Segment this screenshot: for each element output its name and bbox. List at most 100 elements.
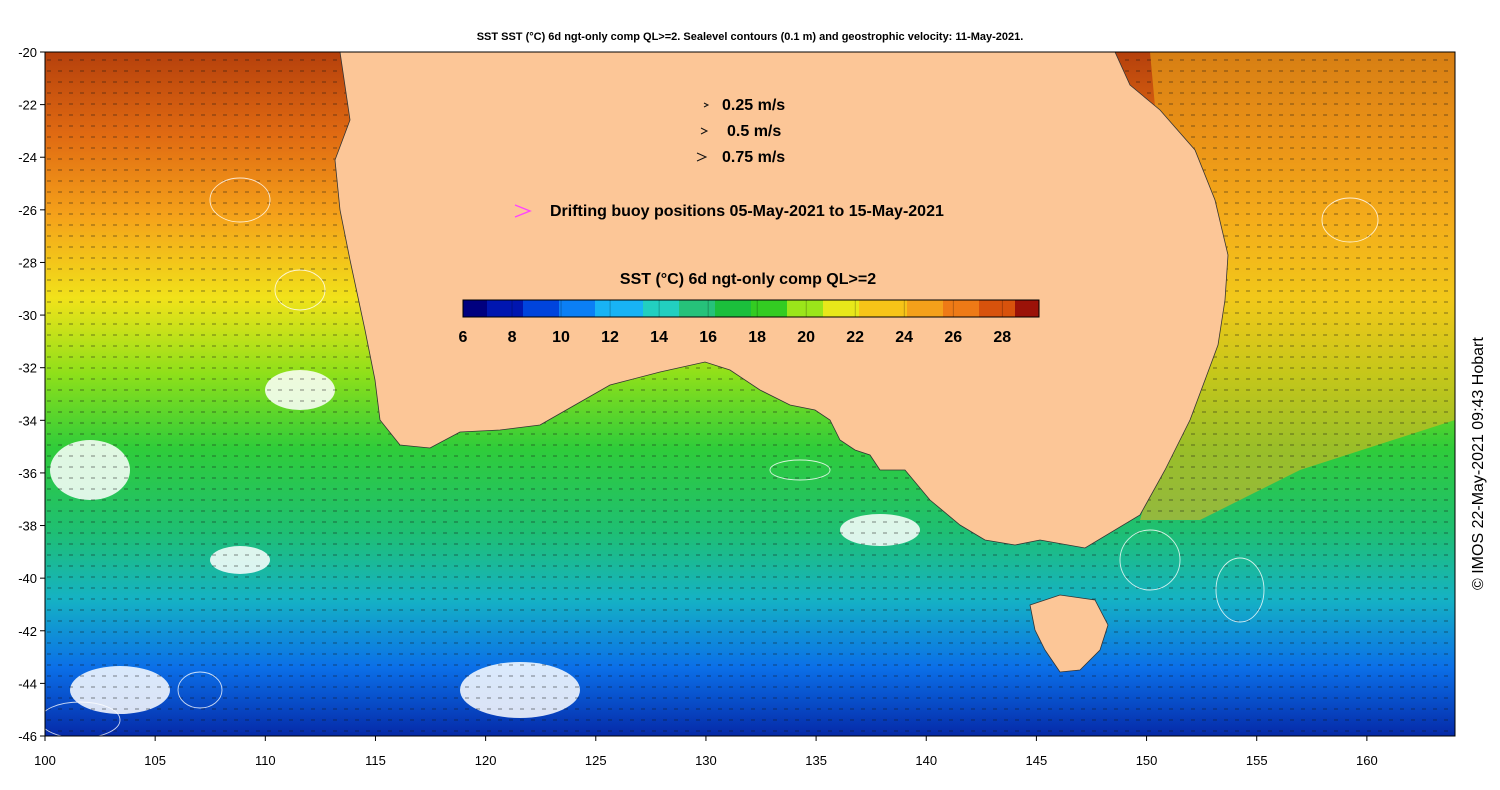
colorbar-cell (967, 300, 980, 317)
colorbar-tick-label: 14 (650, 329, 668, 346)
colorbar-cell (619, 300, 632, 317)
x-tick-label: 115 (365, 753, 386, 768)
tasmania (1029, 594, 1109, 673)
colorbar-cell (751, 300, 764, 317)
x-tick-label: 155 (1246, 753, 1268, 768)
colorbar-title: SST (°C) 6d ngt-only comp QL>=2 (620, 271, 876, 288)
colorbar-cell (523, 300, 536, 317)
colorbar-cell (859, 300, 872, 317)
colorbar-cell (895, 300, 908, 317)
x-tick-label: 110 (255, 753, 276, 768)
colorbar-cell (847, 300, 860, 317)
y-tick-label: -20 (18, 45, 37, 60)
buoy-legend-label: Drifting buoy positions 05-May-2021 to 1… (550, 203, 944, 220)
colorbar-cell (703, 300, 716, 317)
colorbar-cell (595, 300, 608, 317)
colorbar: SST (°C) 6d ngt-only comp QL>=2 6 8 10 12 14… (459, 271, 1040, 346)
colorbar-cell (463, 300, 476, 317)
y-tick-label: -32 (18, 361, 37, 376)
colorbar-cell (583, 300, 596, 317)
colorbar-cell (799, 300, 812, 317)
y-tick-label: -34 (18, 413, 37, 428)
colorbar-cell (667, 300, 680, 317)
colorbar-tick-label: 8 (508, 329, 517, 346)
x-tick-label: 135 (805, 753, 827, 768)
colorbar-cell (811, 300, 824, 317)
colorbar-cell (835, 300, 848, 317)
colorbar-tick-label: 28 (993, 329, 1011, 346)
colorbar-cell (979, 300, 992, 317)
x-tick-label: 125 (585, 753, 607, 768)
colorbar-cell (571, 300, 584, 317)
colorbar-frame (462, 299, 1040, 318)
colorbar-cell (955, 300, 968, 317)
x-tick-label: 145 (1026, 753, 1048, 768)
colorbar-tick-label: 18 (748, 329, 766, 346)
colorbar-cell (487, 300, 500, 317)
colorbar-tick-label: 16 (699, 329, 717, 346)
colorbar-tick-label: 20 (797, 329, 815, 346)
colorbar-cell (511, 300, 524, 317)
buoy-arrow-icon (514, 204, 532, 218)
y-tick-label: -38 (18, 519, 37, 534)
buoy-legend: Drifting buoy positions 05-May-2021 to 1… (514, 203, 944, 220)
colorbar-cell (871, 300, 884, 317)
y-tick-label: -24 (18, 150, 37, 165)
y-tick-label: -40 (18, 571, 37, 586)
velocity-legend-label: 0.25 m/s (722, 97, 785, 114)
y-tick-label: -42 (18, 624, 37, 639)
map-title: SST SST (°C) 6d ngt-only comp QL>=2. Sea… (476, 31, 1024, 43)
colorbar-tick-label: 6 (459, 329, 468, 346)
colorbar-cell (631, 300, 644, 317)
colorbar-cell (883, 300, 896, 317)
colorbar-cell (475, 300, 488, 317)
arrow-icon (700, 127, 709, 135)
x-tick-label: 150 (1136, 753, 1158, 768)
colorbar-cell (931, 300, 944, 317)
colorbar-cell (679, 300, 692, 317)
colorbar-cell (535, 300, 548, 317)
colorbar-cell (919, 300, 932, 317)
colorbar-cell (499, 300, 512, 317)
colorbar-cell (1027, 300, 1040, 317)
y-tick-label: -30 (18, 308, 37, 323)
y-tick-label: -36 (18, 466, 37, 481)
colorbar-ticks: 6 8 10 12 14 16 18 20 22 24 26 28 (459, 300, 1011, 346)
colorbar-tick-label: 26 (944, 329, 962, 346)
colorbar-cell (1003, 300, 1016, 317)
colorbar-cell (787, 300, 800, 317)
colorbar-cell (907, 300, 920, 317)
y-tick-label: -26 (18, 203, 37, 218)
x-tick-label: 130 (695, 753, 717, 768)
colorbar-gradient (463, 300, 1040, 317)
colorbar-cell (775, 300, 788, 317)
y-tick-label: -28 (18, 255, 37, 270)
x-tick-label: 105 (144, 753, 166, 768)
colorbar-cell (739, 300, 752, 317)
colorbar-cell (547, 300, 560, 317)
colorbar-cell (823, 300, 836, 317)
colorbar-cell (727, 300, 740, 317)
sealevel-contours (45, 177, 1379, 736)
colorbar-tick-label: 24 (895, 329, 913, 346)
y-tick-label: -44 (18, 676, 37, 691)
colorbar-cell (715, 300, 728, 317)
y-axis: -20 -22 -24 -26 -28 -30 -32 -34 -36 -38 -40 -42 -44 -… (18, 45, 45, 744)
y-tick-label: -46 (18, 729, 37, 744)
x-tick-label: 160 (1356, 753, 1378, 768)
velocity-legend-label: 0.75 m/s (722, 149, 785, 166)
colorbar-cell (943, 300, 956, 317)
velocity-legend: 0.25 m/s 0.5 m/s 0.75 m/s (696, 97, 785, 166)
y-tick-label: -22 (18, 98, 37, 113)
x-axis: 100 105 110 115 120 125 130 135 140 145 150 155 160 (34, 736, 1378, 768)
colorbar-cell (655, 300, 668, 317)
arrow-icon (703, 102, 710, 108)
colorbar-cell (763, 300, 776, 317)
x-tick-label: 100 (34, 753, 56, 768)
plot-frame (44, 51, 1456, 737)
colorbar-cell (607, 300, 620, 317)
colorbar-cell (691, 300, 704, 317)
x-tick-label: 120 (475, 753, 497, 768)
velocity-legend-label: 0.5 m/s (727, 123, 781, 140)
